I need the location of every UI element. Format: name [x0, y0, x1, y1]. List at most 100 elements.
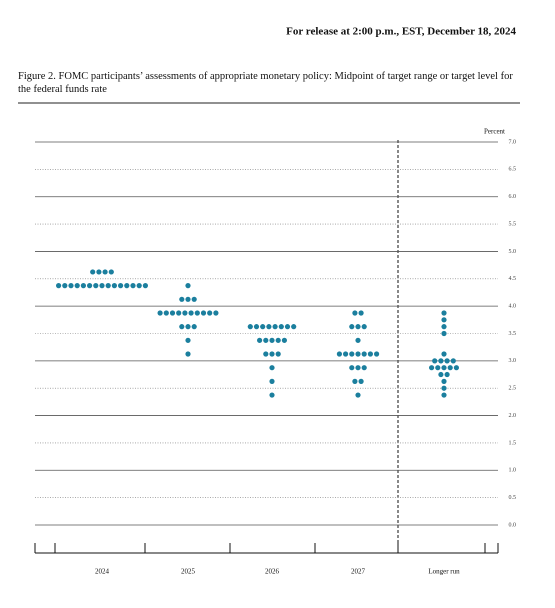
- y-tick-label: 1.0: [509, 468, 517, 474]
- dot: [124, 283, 130, 289]
- dot: [74, 283, 80, 289]
- dot: [108, 269, 114, 275]
- dot: [349, 365, 355, 371]
- dot: [358, 310, 364, 316]
- dot: [432, 358, 438, 364]
- dot: [90, 269, 96, 275]
- dot: [253, 324, 260, 330]
- dot: [358, 378, 364, 384]
- dot: [136, 283, 142, 289]
- dot: [263, 351, 269, 357]
- x-tick-label: 2024: [95, 568, 110, 576]
- dot: [291, 324, 297, 330]
- y-tick-label: 3.5: [509, 331, 517, 337]
- y-tick-label: 4.5: [509, 276, 517, 282]
- dot: [118, 283, 124, 289]
- y-tick-label: 0.5: [509, 495, 517, 501]
- dot: [191, 324, 197, 330]
- dot: [163, 310, 169, 316]
- dot: [438, 358, 444, 364]
- dot: [62, 283, 68, 289]
- dot: [441, 392, 447, 398]
- y-tick-label: 1.5: [509, 440, 517, 446]
- dot: [343, 351, 349, 357]
- dot: [447, 365, 453, 371]
- dot: [355, 365, 361, 371]
- dot: [169, 310, 176, 316]
- dot: [352, 378, 358, 384]
- y-tick-label: 6.5: [509, 167, 517, 173]
- chart-title: Figure 2. FOMC participants’ assessments…: [18, 71, 513, 95]
- dot: [355, 392, 361, 398]
- dot: [179, 324, 185, 330]
- dot: [185, 324, 191, 330]
- dot: [281, 337, 287, 343]
- y-tick-label: 7.0: [509, 139, 517, 145]
- dot: [260, 324, 266, 330]
- dot: [275, 337, 281, 343]
- dot: [441, 324, 447, 330]
- dot: [284, 324, 291, 330]
- dot: [438, 371, 444, 378]
- dot: [185, 337, 191, 343]
- dot: [450, 358, 456, 364]
- x-tick-label: 2027: [351, 568, 366, 576]
- y-tick-label: 5.0: [509, 249, 517, 255]
- dot: [355, 351, 361, 357]
- dot: [87, 283, 93, 289]
- y-tick-label: 2.0: [509, 413, 517, 419]
- dot: [441, 351, 447, 357]
- y-tick-label: 5.5: [509, 221, 517, 227]
- y-axis-label: Percent: [484, 128, 505, 136]
- y-tick-label: 2.5: [509, 386, 517, 392]
- dot: [349, 324, 355, 330]
- dot: [213, 310, 219, 316]
- dot: [68, 283, 74, 289]
- dot: [444, 371, 450, 378]
- dot: [275, 351, 281, 357]
- dot: [247, 324, 253, 330]
- dot: [444, 358, 450, 364]
- dot: [266, 324, 272, 330]
- dot: [361, 351, 367, 357]
- dot: [361, 365, 367, 371]
- dot: [441, 385, 447, 391]
- dot: [269, 351, 275, 357]
- dot: [361, 324, 367, 330]
- dot: [176, 310, 182, 316]
- y-tick-label: 0.0: [509, 522, 517, 528]
- dot: [441, 310, 447, 316]
- dot: [441, 378, 447, 384]
- dot: [441, 365, 447, 371]
- x-tick-label: 2026: [265, 568, 280, 576]
- dot: [111, 283, 117, 289]
- dot: [269, 378, 275, 384]
- dot: [272, 324, 278, 330]
- x-tick-label: 2025: [181, 568, 196, 576]
- dot: [130, 283, 136, 289]
- dot: [336, 351, 342, 357]
- dot: [355, 324, 361, 330]
- dot: [185, 283, 191, 289]
- dot: [441, 317, 447, 323]
- dot: [200, 310, 207, 316]
- x-tick-label: Longer run: [428, 568, 460, 576]
- dot: [105, 283, 111, 289]
- dot: [367, 351, 373, 357]
- y-tick-label: 6.0: [509, 194, 517, 200]
- dot: [453, 365, 459, 371]
- dot: [263, 337, 269, 343]
- dot: [278, 324, 284, 330]
- dot: [188, 310, 194, 316]
- dot: [269, 392, 275, 398]
- y-tick-label: 4.0: [509, 304, 517, 310]
- dot: [352, 310, 358, 316]
- dot: [93, 283, 99, 289]
- dot: [257, 337, 263, 343]
- dot: [355, 337, 361, 343]
- dot: [441, 330, 447, 337]
- dot: [349, 351, 355, 357]
- dot: [269, 337, 275, 343]
